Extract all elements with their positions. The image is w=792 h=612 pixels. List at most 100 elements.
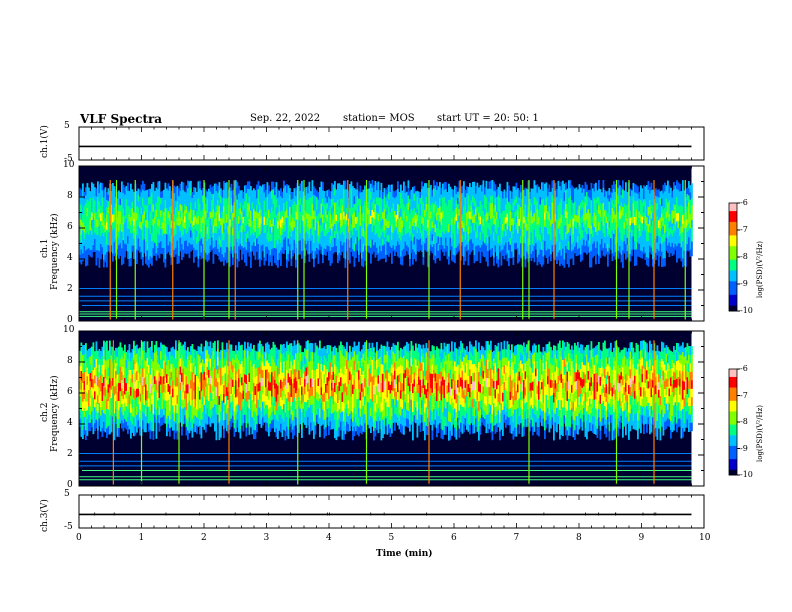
spectrogram-band — [79, 340, 693, 441]
colorbar-swatch — [729, 305, 737, 309]
colorbar-swatch — [729, 254, 737, 258]
colorbar-swatch — [729, 437, 737, 442]
y-tick-label: 4 — [67, 418, 73, 428]
colorbar-swatch — [729, 248, 737, 253]
date-label: Sep. 22, 2022 — [250, 113, 321, 124]
y-tick-label: 6 — [67, 387, 73, 397]
colorbar-tick-label: -7 — [740, 390, 748, 400]
spectrogram-band — [79, 179, 693, 268]
colorbar-swatch — [729, 416, 737, 420]
x-tick-label: 5 — [388, 533, 395, 543]
colorbar-swatch — [729, 262, 737, 266]
colorbar-swatch — [729, 411, 737, 415]
colorbar-swatch — [729, 429, 737, 434]
y-tick-label: 5 — [64, 121, 70, 131]
ch2-frequency-axis-label: Frequency (kHz) — [50, 375, 60, 452]
colorbar-swatch — [729, 395, 737, 399]
colorbar-swatch — [729, 403, 737, 407]
colorbar-swatch — [729, 398, 737, 402]
x-axis-label: Time (min) — [376, 549, 433, 559]
colorbar-swatch — [729, 459, 737, 463]
colorbar-tick-label: -6 — [740, 198, 748, 207]
colorbar-swatch — [729, 472, 737, 476]
colorbar-swatch — [729, 414, 737, 418]
ch2-channel-label: ch.2 — [40, 402, 50, 422]
colorbar-swatch — [729, 267, 737, 271]
colorbar-swatch — [729, 219, 737, 223]
x-tick-label: 10 — [699, 533, 711, 543]
colorbar-swatch — [729, 369, 737, 373]
colorbar-swatch — [729, 467, 737, 471]
colorbar-tick-label: -10 — [740, 470, 753, 479]
x-tick-label: 2 — [201, 533, 207, 543]
x-tick-label: 3 — [263, 533, 270, 543]
ch1-channel-label: ch.1 — [40, 238, 50, 258]
colorbar-swatch — [729, 216, 737, 220]
colorbar-swatch — [729, 275, 737, 280]
colorbar-swatch — [729, 406, 737, 410]
ch1-voltage-axis-label: ch.1(V) — [40, 125, 50, 158]
colorbar-swatch — [729, 240, 737, 244]
colorbar-swatch — [729, 259, 737, 263]
y-tick-label: 8 — [67, 191, 73, 201]
colorbar-swatch — [729, 302, 737, 307]
colorbar-swatch — [729, 221, 737, 226]
colorbar-swatch — [729, 453, 737, 457]
colorbar-swatch — [729, 464, 737, 468]
x-tick-label: 4 — [326, 533, 332, 543]
colorbar-swatch — [729, 251, 737, 255]
colorbar-swatch — [729, 432, 737, 436]
colorbar-tick-label: -9 — [740, 279, 748, 288]
x-tick-label: 7 — [513, 533, 520, 543]
ch1-colorbar-label: log(PSD)(V²/Hz) — [756, 241, 764, 298]
colorbar-swatch — [729, 408, 737, 412]
colorbar-swatch — [729, 400, 737, 404]
x-tick-label: 6 — [451, 533, 457, 543]
station-label: station= MOS — [343, 113, 415, 124]
colorbar-swatch — [729, 419, 737, 423]
y-tick-label: 8 — [67, 356, 73, 366]
y-tick-label: 4 — [67, 253, 73, 263]
colorbar-swatch — [729, 265, 737, 269]
colorbar-swatch — [729, 308, 737, 312]
y-tick-label: 6 — [67, 222, 73, 232]
y-tick-label: -5 — [64, 154, 73, 164]
colorbar-swatch — [729, 300, 737, 304]
colorbar-swatch — [729, 208, 737, 212]
colorbar-swatch — [729, 203, 737, 207]
colorbar-swatch — [729, 456, 737, 460]
ch1-frequency-axis-label: Frequency (kHz) — [50, 213, 60, 290]
colorbar-tick-label: -10 — [740, 306, 753, 315]
y-tick-label: 10 — [63, 160, 75, 170]
colorbar-swatch — [729, 387, 737, 391]
y-tick-label: 2 — [67, 449, 73, 459]
colorbar-swatch — [729, 246, 737, 250]
y-tick-label: 2 — [67, 284, 73, 294]
colorbar-swatch — [729, 427, 737, 431]
colorbar-swatch — [729, 292, 737, 296]
colorbar-swatch — [729, 270, 737, 274]
colorbar-swatch — [729, 422, 737, 426]
colorbar-swatch — [729, 227, 737, 231]
colorbar-swatch — [729, 376, 737, 381]
colorbar-swatch — [729, 230, 737, 234]
x-tick-label: 0 — [76, 533, 82, 543]
colorbar-swatch — [729, 374, 737, 378]
colorbar-swatch — [729, 235, 737, 239]
colorbar-swatch — [729, 213, 737, 217]
y-tick-label: -5 — [64, 522, 73, 532]
x-tick-label: 9 — [638, 533, 645, 543]
y-tick-label: 5 — [64, 489, 70, 499]
x-tick-label: 8 — [576, 533, 582, 543]
colorbar-swatch — [729, 243, 737, 247]
colorbar-swatch — [729, 297, 737, 301]
colorbar-swatch — [729, 379, 737, 383]
colorbar-swatch — [729, 469, 737, 473]
y-tick-label: 0 — [67, 315, 73, 325]
colorbar-swatch — [729, 443, 737, 447]
colorbar-swatch — [729, 205, 737, 209]
colorbar-swatch — [729, 384, 737, 389]
colorbar-swatch — [729, 294, 737, 298]
colorbar-swatch — [729, 224, 737, 228]
